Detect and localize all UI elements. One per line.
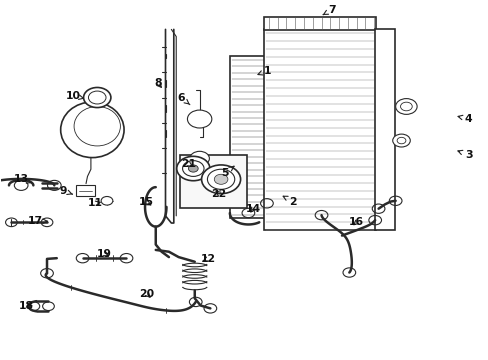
Text: 18: 18 (19, 301, 34, 311)
Text: 2: 2 (283, 196, 297, 207)
Bar (374, 30, 394, 230)
Text: 9: 9 (59, 186, 72, 196)
Circle shape (88, 91, 106, 104)
Text: 15: 15 (138, 197, 153, 207)
Circle shape (189, 151, 209, 166)
Circle shape (176, 156, 209, 181)
Text: 11: 11 (88, 198, 103, 208)
Bar (264, 17, 375, 31)
Text: 4: 4 (457, 114, 471, 124)
Text: 22: 22 (211, 189, 226, 199)
Text: 12: 12 (200, 254, 215, 264)
Text: 6: 6 (177, 93, 189, 105)
Circle shape (83, 87, 111, 108)
Circle shape (400, 102, 411, 111)
Bar (264, 30, 375, 230)
Text: 13: 13 (14, 174, 32, 184)
Text: 7: 7 (323, 5, 335, 15)
Text: 16: 16 (348, 217, 364, 227)
Circle shape (214, 174, 227, 184)
Ellipse shape (61, 102, 124, 158)
Text: 3: 3 (457, 150, 471, 160)
Text: 5: 5 (221, 166, 234, 178)
Circle shape (396, 137, 405, 144)
Text: 19: 19 (96, 248, 111, 258)
Text: 17: 17 (28, 216, 47, 226)
Text: 20: 20 (139, 289, 154, 299)
Circle shape (101, 197, 113, 205)
Text: 10: 10 (65, 91, 83, 101)
Circle shape (392, 134, 409, 147)
Circle shape (187, 110, 211, 128)
Bar (229, 56, 327, 218)
Text: 8: 8 (154, 78, 161, 88)
Circle shape (207, 169, 234, 189)
Text: 1: 1 (258, 66, 271, 76)
Bar (180, 155, 247, 208)
Text: 21: 21 (181, 159, 196, 169)
Text: 14: 14 (245, 204, 260, 214)
Circle shape (188, 165, 198, 172)
Circle shape (201, 165, 240, 194)
Bar (76, 185, 95, 196)
Circle shape (395, 99, 416, 114)
Circle shape (182, 161, 203, 176)
